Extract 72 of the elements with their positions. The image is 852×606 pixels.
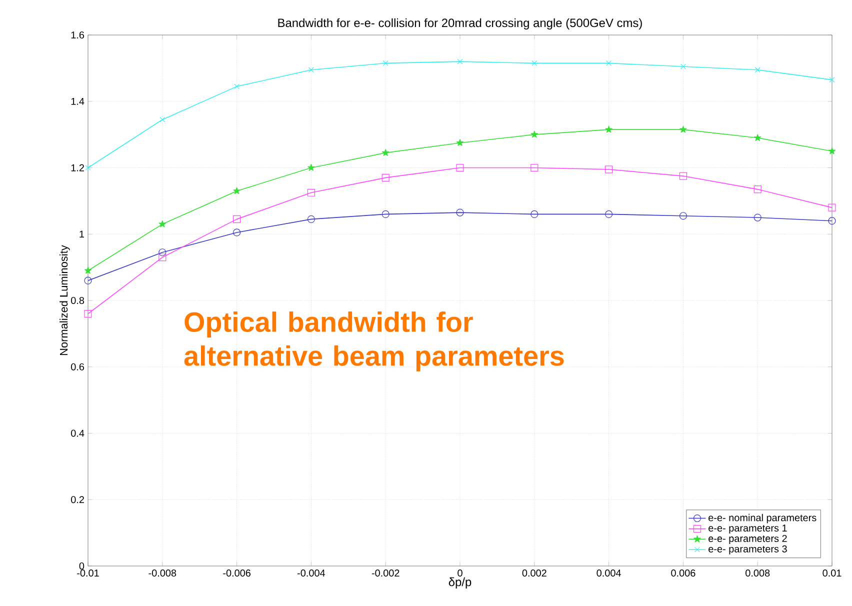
- point: [606, 60, 612, 66]
- point: [84, 310, 92, 318]
- point: [828, 147, 836, 154]
- point: [828, 204, 836, 212]
- x-tick-label: 0: [458, 570, 462, 577]
- point: [308, 67, 314, 73]
- legend-label: e-e- parameters 1: [708, 524, 787, 534]
- point: [605, 210, 613, 218]
- point: [754, 214, 762, 222]
- point: [530, 210, 538, 218]
- annotation: Optical bandwidth for alternative beam parameters: [184, 312, 564, 372]
- x-tick-label: 0.01: [822, 570, 842, 577]
- point: [160, 116, 166, 122]
- point: [754, 134, 762, 141]
- point: [233, 187, 240, 194]
- point: [233, 228, 241, 236]
- point: [456, 139, 464, 146]
- point: [828, 217, 836, 225]
- point: [754, 186, 762, 194]
- point: [382, 174, 390, 182]
- y-tick-label: 0.6: [71, 363, 84, 370]
- point: [308, 164, 315, 171]
- y-tick-label: 1.6: [71, 31, 84, 39]
- point: [530, 130, 538, 138]
- legend-label: e-e- parameters 3: [708, 545, 787, 554]
- x-tick-label: -0.006: [223, 570, 250, 577]
- point: [234, 84, 240, 90]
- y-tick-label: 1.4: [71, 98, 84, 105]
- y-tick-label: 0: [79, 562, 84, 570]
- x-tick-label: 0.006: [671, 570, 696, 577]
- y-tick-label: 1.2: [71, 164, 84, 172]
- y-tick-label: 0.8: [71, 296, 84, 304]
- point: [85, 164, 91, 171]
- chart-title: Bandwidth for e-e- collision for 20mrad crossing angle (500GeV cms): [278, 18, 642, 30]
- point: [456, 164, 464, 172]
- point: [605, 166, 613, 174]
- legend-label: e-e- parameters 2: [708, 534, 787, 544]
- point: [754, 67, 760, 73]
- x-axis-title: δp/p: [448, 577, 472, 589]
- point: [84, 266, 92, 274]
- point: [84, 276, 92, 284]
- x-tick-label: -0.004: [298, 570, 326, 577]
- x-tick-label: 0.004: [596, 570, 621, 577]
- point: [382, 210, 390, 218]
- point: [158, 254, 166, 262]
- y-tick-label: 0.2: [71, 496, 84, 504]
- point: [382, 149, 390, 156]
- point: [829, 77, 835, 83]
- point: [456, 208, 464, 216]
- point: [158, 220, 166, 228]
- point: [532, 60, 538, 66]
- point: [680, 126, 687, 133]
- x-tick-label: -0.002: [372, 570, 400, 577]
- point: [457, 58, 463, 64]
- y-tick-label: 1: [80, 230, 84, 238]
- legend-label: e-e- nominal parameters: [708, 514, 816, 524]
- point: [679, 172, 687, 180]
- point: [382, 60, 388, 66]
- x-tick-label: -0.008: [148, 570, 176, 577]
- point: [680, 64, 686, 70]
- y-tick-label: 0.4: [71, 430, 84, 437]
- x-tick-label: 0.002: [522, 570, 546, 577]
- x-tick-label: 0.008: [746, 570, 770, 577]
- point: [679, 212, 687, 220]
- point: [307, 188, 315, 196]
- point: [233, 215, 241, 223]
- point: [605, 126, 612, 133]
- point: [307, 215, 315, 223]
- point: [158, 248, 166, 256]
- y-axis-title: Normalized Luminosity: [60, 245, 70, 356]
- x-tick-label: -0.01: [77, 570, 99, 577]
- point: [530, 164, 538, 172]
